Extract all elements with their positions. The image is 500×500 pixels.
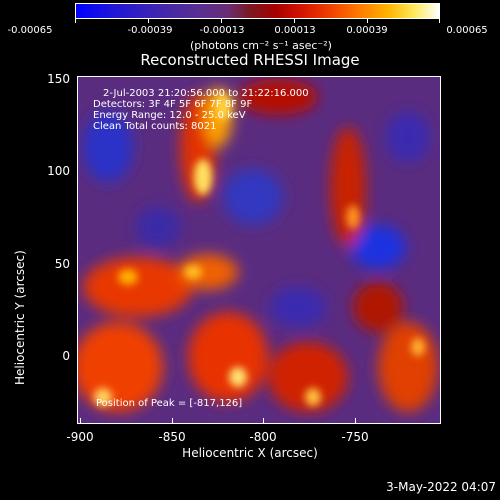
x-tick-label: -750 [341,430,369,444]
rhessi-image [77,76,441,424]
footer-date: 3-May-2022 04:07 [386,480,496,494]
colorbar-tick-label: 0.00039 [346,25,388,36]
colorbar-tick [148,19,149,23]
colorbar [75,3,440,19]
colorbar-tick-label: 0.00065 [446,25,488,36]
y-tick-label: 0 [62,349,70,363]
colorbar-tick-label: -0.00013 [199,25,245,36]
colorbar-tick-label: 0.00013 [274,25,316,36]
y-tick-label: 100 [47,164,70,178]
colorbar-tick [294,19,295,23]
colorbar-units: (photons cm⁻² s⁻¹ asec⁻²) [190,39,332,52]
colorbar-tick [221,19,222,23]
x-axis-tick [355,418,356,424]
x-axis-label: Heliocentric X (arcsec) [182,446,318,460]
colorbar-tick [75,19,76,23]
energy-range-text: Energy Range: 12.0 - 25.0 keV [93,110,246,121]
x-axis-tick [80,418,81,424]
x-tick-label: -850 [158,430,186,444]
colorbar-tick-label: -0.00039 [127,25,173,36]
detectors-text: Detectors: 3F 4F 5F 6F 7F 8F 9F [93,99,253,110]
y-axis-label: Heliocentric Y (arcsec) [13,250,27,385]
colorbar-tick-label: -0.00065 [7,25,53,36]
image-title: Reconstructed RHESSI Image [140,51,360,69]
x-axis-tick [263,418,264,424]
clean-counts-text: Clean Total counts: 8021 [93,121,217,132]
x-tick-label: -900 [66,430,94,444]
time-range: 2-Jul-2003 21:20:56.000 to 21:22:16.000 [103,88,309,99]
rhessi-image-svg [78,77,440,423]
peak-position: Position of Peak = [-817,126] [96,398,243,409]
colorbar-tick [439,19,440,23]
info-panel: 2-Jul-2003 21:20:56.000 to 21:22:16.000 … [93,88,309,132]
y-tick-label: 50 [54,257,70,271]
x-axis-tick [172,418,173,424]
colorbar-tick [367,19,368,23]
x-tick-label: -800 [249,430,277,444]
y-tick-label: 150 [47,72,70,86]
